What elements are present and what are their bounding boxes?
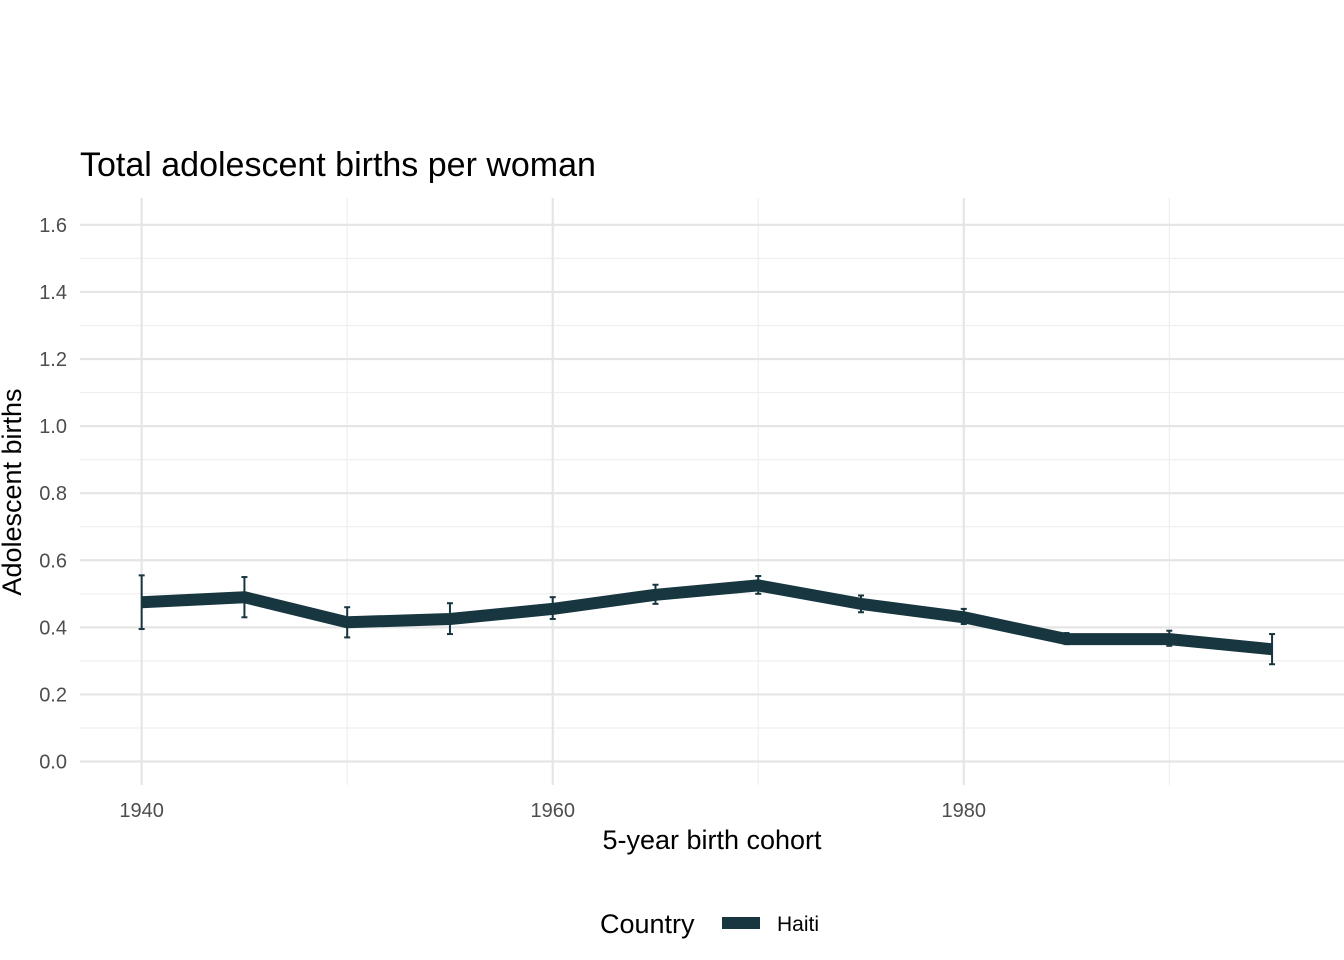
legend-title: Country <box>600 909 695 939</box>
error-bar <box>858 594 865 614</box>
error-bar <box>446 602 453 636</box>
y-tick-label: 1.2 <box>39 349 67 371</box>
series-layer <box>138 574 1276 666</box>
y-tick-label: 0.0 <box>39 752 67 774</box>
legend: Country Haiti <box>600 909 819 939</box>
x-tick-label: 1940 <box>119 800 164 822</box>
chart-title: Total adolescent births per woman <box>80 146 596 184</box>
major-gridlines <box>80 198 1344 785</box>
y-tick-label: 1.0 <box>39 416 67 438</box>
error-bar <box>755 575 762 595</box>
legend-label-haiti: Haiti <box>777 913 819 936</box>
series-line-haiti <box>141 579 1273 656</box>
y-tick-label: 1.6 <box>39 215 67 237</box>
error-bar <box>960 607 967 625</box>
error-bar <box>138 574 145 631</box>
error-bar <box>344 606 351 639</box>
y-tick-label: 1.4 <box>39 282 67 304</box>
error-bar <box>549 596 556 620</box>
y-axis-title: Adolescent births <box>0 388 27 595</box>
error-bar <box>1166 629 1173 647</box>
error-bar <box>1269 633 1276 666</box>
x-axis-title: 5-year birth cohort <box>602 825 822 855</box>
y-tick-label: 0.8 <box>39 483 67 505</box>
y-tick-label: 0.2 <box>39 684 67 706</box>
error-bar <box>1063 632 1070 646</box>
x-tick-label: 1980 <box>942 800 987 822</box>
x-tick-labels: 1940 1960 1980 <box>119 800 986 822</box>
x-tick-label: 1960 <box>530 800 575 822</box>
legend-key-haiti <box>722 917 760 929</box>
y-tick-labels: 0.0 0.2 0.4 0.6 0.8 1.0 1.2 1.4 1.6 <box>39 215 67 774</box>
y-tick-label: 0.4 <box>39 617 67 639</box>
minor-gridlines <box>80 198 1344 785</box>
error-bar <box>652 583 659 605</box>
error-bar <box>241 576 248 619</box>
y-tick-label: 0.6 <box>39 550 67 572</box>
